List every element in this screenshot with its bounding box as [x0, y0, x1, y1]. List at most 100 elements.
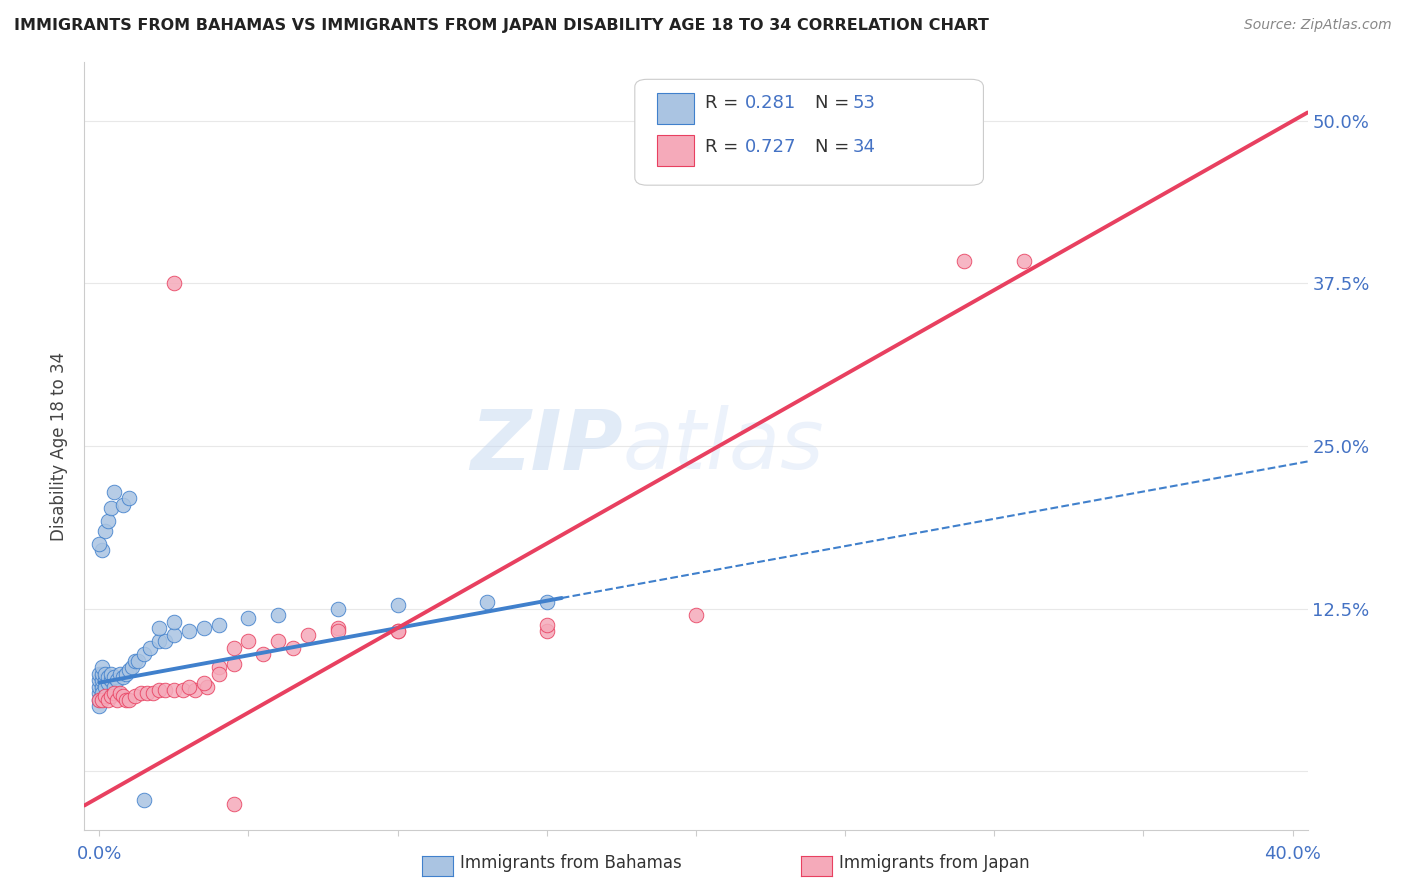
Point	[124, 654, 146, 668]
Point	[193, 621, 215, 635]
Point	[100, 673, 122, 687]
Point	[103, 670, 125, 684]
Point	[89, 686, 111, 700]
Point	[252, 647, 274, 661]
Point	[94, 689, 117, 703]
Point	[100, 501, 122, 516]
Point	[89, 666, 111, 681]
FancyBboxPatch shape	[636, 79, 983, 186]
Point	[163, 627, 186, 641]
Point	[132, 792, 155, 806]
Point	[100, 666, 122, 681]
Text: Immigrants from Bahamas: Immigrants from Bahamas	[460, 855, 682, 872]
Point	[475, 595, 498, 609]
Point	[105, 692, 128, 706]
Point	[124, 689, 146, 703]
Point	[153, 634, 176, 648]
Point	[105, 673, 128, 687]
Point	[103, 484, 125, 499]
Point	[115, 692, 138, 706]
Point	[89, 536, 111, 550]
Point	[148, 683, 170, 698]
Text: Immigrants from Japan: Immigrants from Japan	[839, 855, 1031, 872]
Point	[132, 647, 155, 661]
Text: N =: N =	[814, 94, 855, 112]
Point	[195, 680, 218, 694]
Point	[94, 680, 117, 694]
Point	[103, 686, 125, 700]
Point	[112, 670, 135, 684]
Point	[163, 615, 186, 629]
Point	[103, 680, 125, 694]
Point	[94, 524, 117, 538]
Point	[91, 692, 114, 706]
Point	[94, 673, 117, 687]
Point	[685, 607, 707, 622]
Point	[177, 680, 200, 694]
Point	[129, 686, 152, 700]
Text: 34: 34	[852, 138, 876, 156]
Point	[222, 657, 245, 672]
Bar	[657, 136, 693, 166]
Point	[112, 498, 135, 512]
Point	[89, 680, 111, 694]
Point	[136, 686, 159, 700]
Point	[283, 640, 305, 655]
Text: Source: ZipAtlas.com: Source: ZipAtlas.com	[1244, 18, 1392, 32]
Text: 53: 53	[852, 94, 876, 112]
Point	[148, 634, 170, 648]
Text: R =: R =	[704, 138, 744, 156]
Point	[267, 607, 290, 622]
Point	[177, 624, 200, 638]
Point	[163, 277, 186, 291]
Bar	[657, 93, 693, 124]
Point	[222, 797, 245, 811]
Point	[91, 680, 114, 694]
Point	[91, 686, 114, 700]
Text: N =: N =	[814, 138, 855, 156]
Point	[222, 640, 245, 655]
Point	[91, 543, 114, 558]
Point	[172, 683, 194, 698]
Point	[89, 692, 111, 706]
Point	[108, 686, 131, 700]
Point	[207, 618, 229, 632]
Point	[148, 621, 170, 635]
Point	[207, 666, 229, 681]
Text: 0.727: 0.727	[745, 138, 796, 156]
Point	[91, 666, 114, 681]
Text: 0.0%: 0.0%	[76, 845, 122, 863]
Point	[193, 675, 215, 690]
Point	[387, 598, 409, 612]
Point	[267, 634, 290, 648]
Y-axis label: Disability Age 18 to 34: Disability Age 18 to 34	[51, 351, 69, 541]
Point	[153, 683, 176, 698]
Point	[139, 640, 162, 655]
Text: IMMIGRANTS FROM BAHAMAS VS IMMIGRANTS FROM JAPAN DISABILITY AGE 18 TO 34 CORRELA: IMMIGRANTS FROM BAHAMAS VS IMMIGRANTS FR…	[14, 18, 988, 33]
Point	[536, 595, 558, 609]
Point	[97, 670, 120, 684]
Point	[387, 624, 409, 638]
Point	[387, 624, 409, 638]
Point	[207, 660, 229, 674]
Point	[1012, 254, 1035, 268]
Point	[108, 666, 131, 681]
Point	[184, 683, 207, 698]
Point	[91, 673, 114, 687]
Point	[536, 624, 558, 638]
Point	[297, 627, 319, 641]
Text: atlas: atlas	[623, 406, 824, 486]
Point	[97, 692, 120, 706]
Point	[97, 675, 120, 690]
Point	[118, 663, 141, 677]
Text: ZIP: ZIP	[470, 406, 623, 486]
Point	[89, 692, 111, 706]
Point	[142, 686, 165, 700]
Point	[94, 666, 117, 681]
Point	[115, 666, 138, 681]
Point	[536, 618, 558, 632]
Text: 0.281: 0.281	[745, 94, 796, 112]
Point	[238, 610, 260, 624]
Point	[238, 634, 260, 648]
Point	[89, 699, 111, 714]
